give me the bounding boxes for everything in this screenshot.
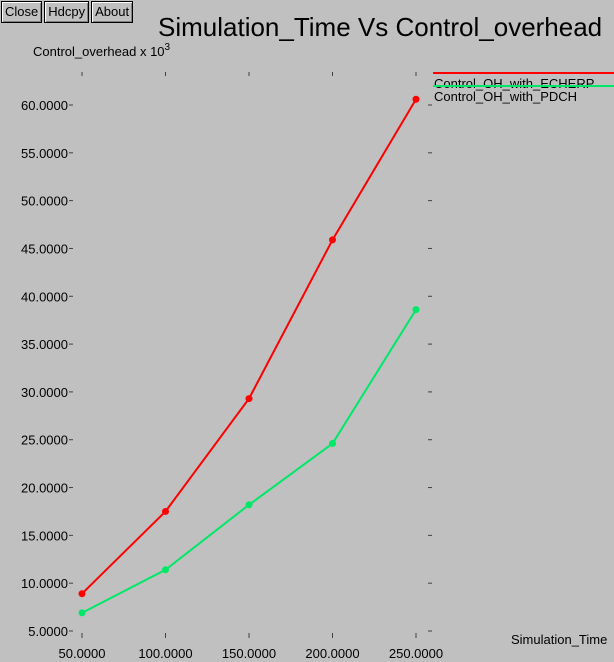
y-axis-label-base: Control_overhead x 10 <box>33 44 165 59</box>
data-point <box>412 306 420 314</box>
data-point <box>162 566 169 574</box>
data-point <box>162 507 169 515</box>
y-tick-label: 40.0000 <box>21 289 68 304</box>
y-tick-label: 25.0000 <box>21 433 68 448</box>
x-tick-label: 150.0000 <box>222 646 276 661</box>
x-tick-label: 50.0000 <box>59 646 106 661</box>
about-button[interactable]: About <box>91 1 134 23</box>
x-axis-label: Simulation_Time <box>511 632 607 647</box>
series-2 <box>78 306 420 617</box>
y-tick-label: 45.0000 <box>21 241 68 256</box>
data-point <box>245 501 253 509</box>
legend-entry-label: Control_OH_with_PDCH <box>434 89 577 104</box>
series-line <box>81 98 417 595</box>
data-point <box>78 590 86 598</box>
legend: Control_OH_with_ECHERPControl_OH_with_PD… <box>433 72 614 104</box>
data-point <box>412 95 420 103</box>
data-point <box>329 236 336 244</box>
data-point <box>78 609 86 617</box>
hdcpy-button[interactable]: Hdcpy <box>44 1 90 23</box>
series-layer <box>78 95 420 617</box>
x-tick-label: 100.0000 <box>138 646 192 661</box>
axes: 5.0000 10.0000 15.0000 20.0000 25.0000 30.000… <box>21 72 443 661</box>
y-tick-label: 15.0000 <box>21 528 68 543</box>
y-tick-label: 50.0000 <box>21 194 68 209</box>
chart-title: Simulation_Time Vs Control_overhead <box>158 12 602 42</box>
y-tick-label: 20.0000 <box>21 481 68 496</box>
x-tick-label: 200.0000 <box>305 646 359 661</box>
x-tick-label: 250.0000 <box>389 646 443 661</box>
y-tick-label: 10.0000 <box>21 576 68 591</box>
y-tick-label: 60.0000 <box>21 98 68 113</box>
y-tick-label: 30.0000 <box>21 385 68 400</box>
legend-entry-label: Control_OH_with_ECHERP <box>434 76 594 91</box>
toolbar: Close Hdcpy About <box>1 1 134 23</box>
data-point <box>329 440 336 448</box>
y-axis-label-exponent: 3 <box>165 42 171 53</box>
series-line <box>81 309 417 614</box>
y-tick-label: 5.0000 <box>28 624 68 639</box>
series-1 <box>78 95 420 598</box>
y-tick-label: 55.0000 <box>21 146 68 161</box>
close-button[interactable]: Close <box>1 1 43 23</box>
data-point <box>245 395 253 403</box>
y-tick-label: 35.0000 <box>21 337 68 352</box>
y-axis-label: Control_overhead x 103 <box>33 42 171 59</box>
